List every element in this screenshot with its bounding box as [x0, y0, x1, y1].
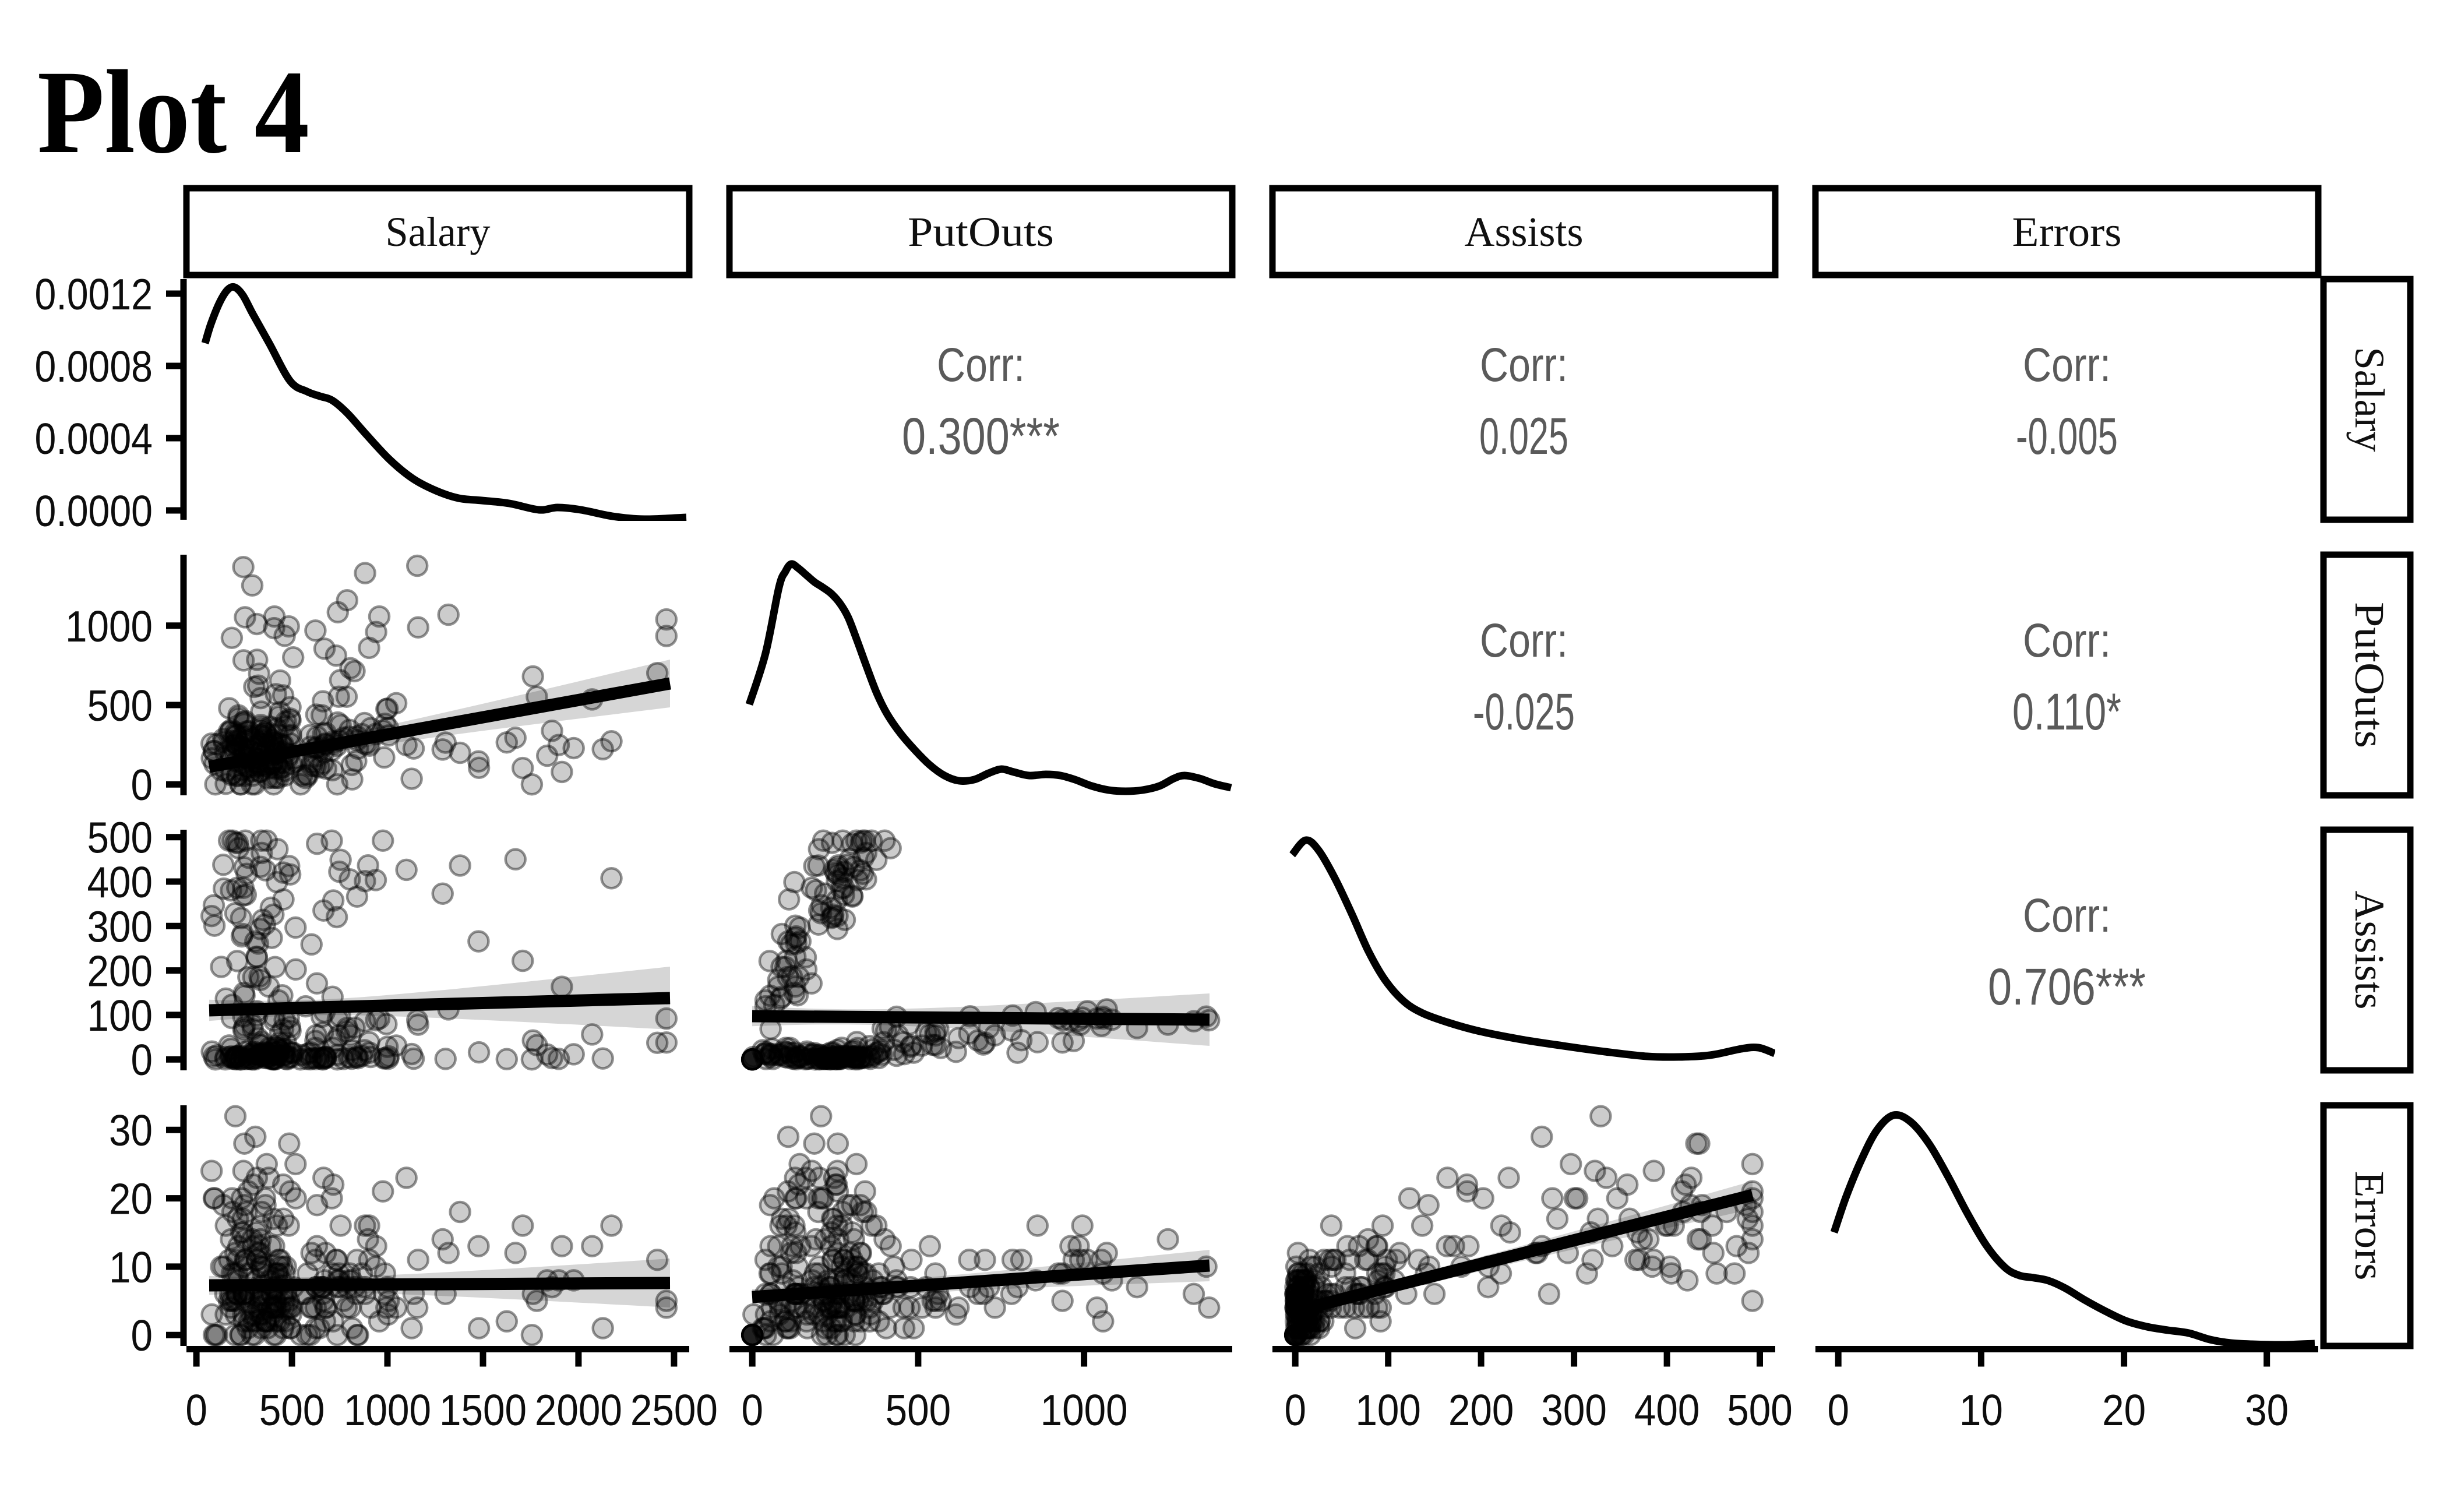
svg-text:0: 0: [1827, 1386, 1849, 1435]
svg-text:Salary: Salary: [2346, 347, 2393, 452]
svg-text:Corr:: Corr:: [2023, 614, 2111, 667]
svg-text:400: 400: [1634, 1386, 1700, 1435]
svg-text:0.0000: 0.0000: [35, 487, 153, 535]
svg-text:500: 500: [1727, 1386, 1793, 1435]
svg-text:0: 0: [185, 1386, 207, 1435]
svg-text:Corr:: Corr:: [937, 339, 1025, 392]
svg-text:0.706***: 0.706***: [1988, 957, 2146, 1016]
svg-text:100: 100: [1355, 1386, 1421, 1435]
svg-text:20: 20: [109, 1175, 153, 1224]
svg-text:500: 500: [87, 681, 153, 730]
svg-text:Plot 4: Plot 4: [37, 46, 309, 178]
svg-text:-0.025: -0.025: [1473, 682, 1575, 741]
svg-text:20: 20: [2102, 1386, 2146, 1435]
svg-text:0.0012: 0.0012: [35, 270, 153, 319]
svg-text:PutOuts: PutOuts: [2346, 602, 2393, 748]
svg-text:500: 500: [87, 813, 153, 862]
svg-text:0.0008: 0.0008: [35, 342, 153, 391]
svg-text:Corr:: Corr:: [2023, 339, 2111, 392]
svg-text:0: 0: [741, 1386, 763, 1435]
svg-text:200: 200: [1448, 1386, 1514, 1435]
svg-text:Corr:: Corr:: [1480, 614, 1568, 667]
svg-text:30: 30: [109, 1106, 153, 1155]
svg-text:300: 300: [87, 902, 153, 951]
svg-text:400: 400: [87, 858, 153, 907]
svg-text:0: 0: [131, 1035, 153, 1084]
svg-text:Errors: Errors: [2012, 209, 2122, 255]
svg-text:500: 500: [886, 1386, 951, 1435]
svg-text:0: 0: [1284, 1386, 1306, 1435]
svg-text:0.110*: 0.110*: [2012, 682, 2121, 741]
svg-text:Corr:: Corr:: [2023, 889, 2111, 942]
svg-text:100: 100: [87, 991, 153, 1040]
svg-text:0.025: 0.025: [1479, 407, 1568, 465]
svg-text:1000: 1000: [344, 1386, 431, 1435]
svg-text:Assists: Assists: [2346, 891, 2393, 1010]
svg-text:1500: 1500: [439, 1386, 527, 1435]
svg-text:2000: 2000: [535, 1386, 622, 1435]
svg-text:0: 0: [131, 1311, 153, 1360]
svg-text:1000: 1000: [1041, 1386, 1128, 1435]
svg-text:0.0004: 0.0004: [35, 414, 153, 463]
svg-text:Salary: Salary: [386, 209, 491, 255]
svg-text:Errors: Errors: [2346, 1171, 2393, 1281]
svg-text:-0.005: -0.005: [2016, 407, 2118, 465]
svg-text:30: 30: [2245, 1386, 2289, 1435]
svg-text:Corr:: Corr:: [1480, 339, 1568, 392]
svg-text:500: 500: [259, 1386, 325, 1435]
svg-text:10: 10: [109, 1243, 153, 1292]
svg-text:0: 0: [131, 760, 153, 809]
svg-text:300: 300: [1541, 1386, 1607, 1435]
svg-text:200: 200: [87, 947, 153, 996]
svg-text:PutOuts: PutOuts: [908, 209, 1054, 255]
svg-text:10: 10: [1959, 1386, 2003, 1435]
svg-text:0.300***: 0.300***: [902, 407, 1060, 465]
svg-text:2500: 2500: [630, 1386, 718, 1435]
svg-text:Assists: Assists: [1465, 209, 1584, 255]
svg-text:1000: 1000: [65, 602, 153, 651]
